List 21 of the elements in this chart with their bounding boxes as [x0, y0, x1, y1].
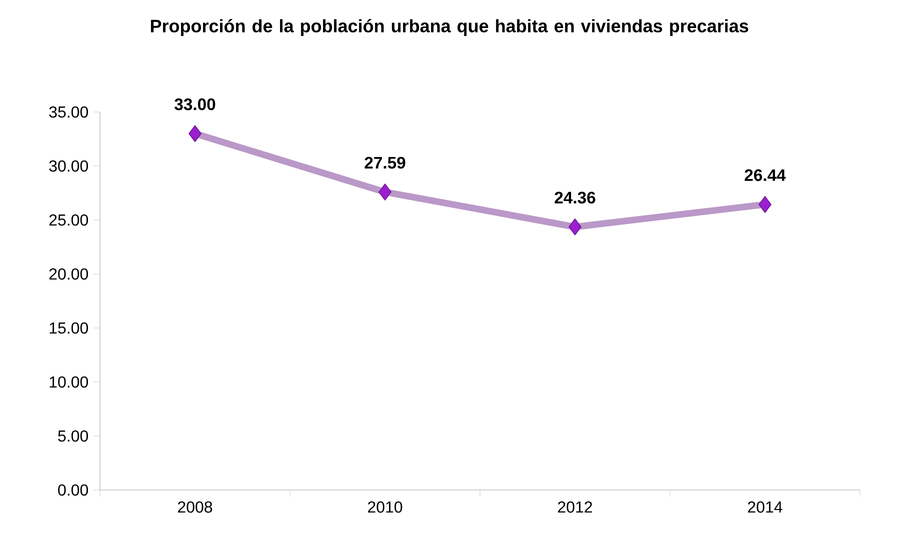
data-label: 33.00 — [174, 98, 216, 110]
point — [378, 184, 392, 200]
data-label: 24.36 — [554, 192, 596, 204]
x-tick-label: 2012 — [558, 501, 592, 513]
x-tick-label: 2014 — [748, 501, 782, 513]
point — [188, 125, 202, 142]
y-tick-label: 35.00 — [49, 106, 88, 118]
y-tick-label: 5.00 — [58, 430, 88, 442]
data-label: 26.44 — [744, 169, 786, 182]
point — [758, 196, 772, 213]
y-tick-label: 20.00 — [49, 268, 88, 280]
y-tick-label: 0.00 — [58, 484, 88, 496]
point — [568, 218, 582, 236]
data-label: 27.59 — [364, 156, 406, 169]
chart-title: Proporción de la población urbana que habita en viviendas precarias — [150, 19, 748, 36]
y-tick-label: 10.00 — [50, 376, 88, 388]
y-tick-label: 25.00 — [49, 214, 88, 226]
y-tick-label: 30.00 — [49, 160, 88, 172]
x-tick-label: 2010 — [368, 501, 402, 513]
x-tick-label: 2008 — [178, 501, 212, 513]
y-tick-label: 15.00 — [50, 322, 88, 334]
